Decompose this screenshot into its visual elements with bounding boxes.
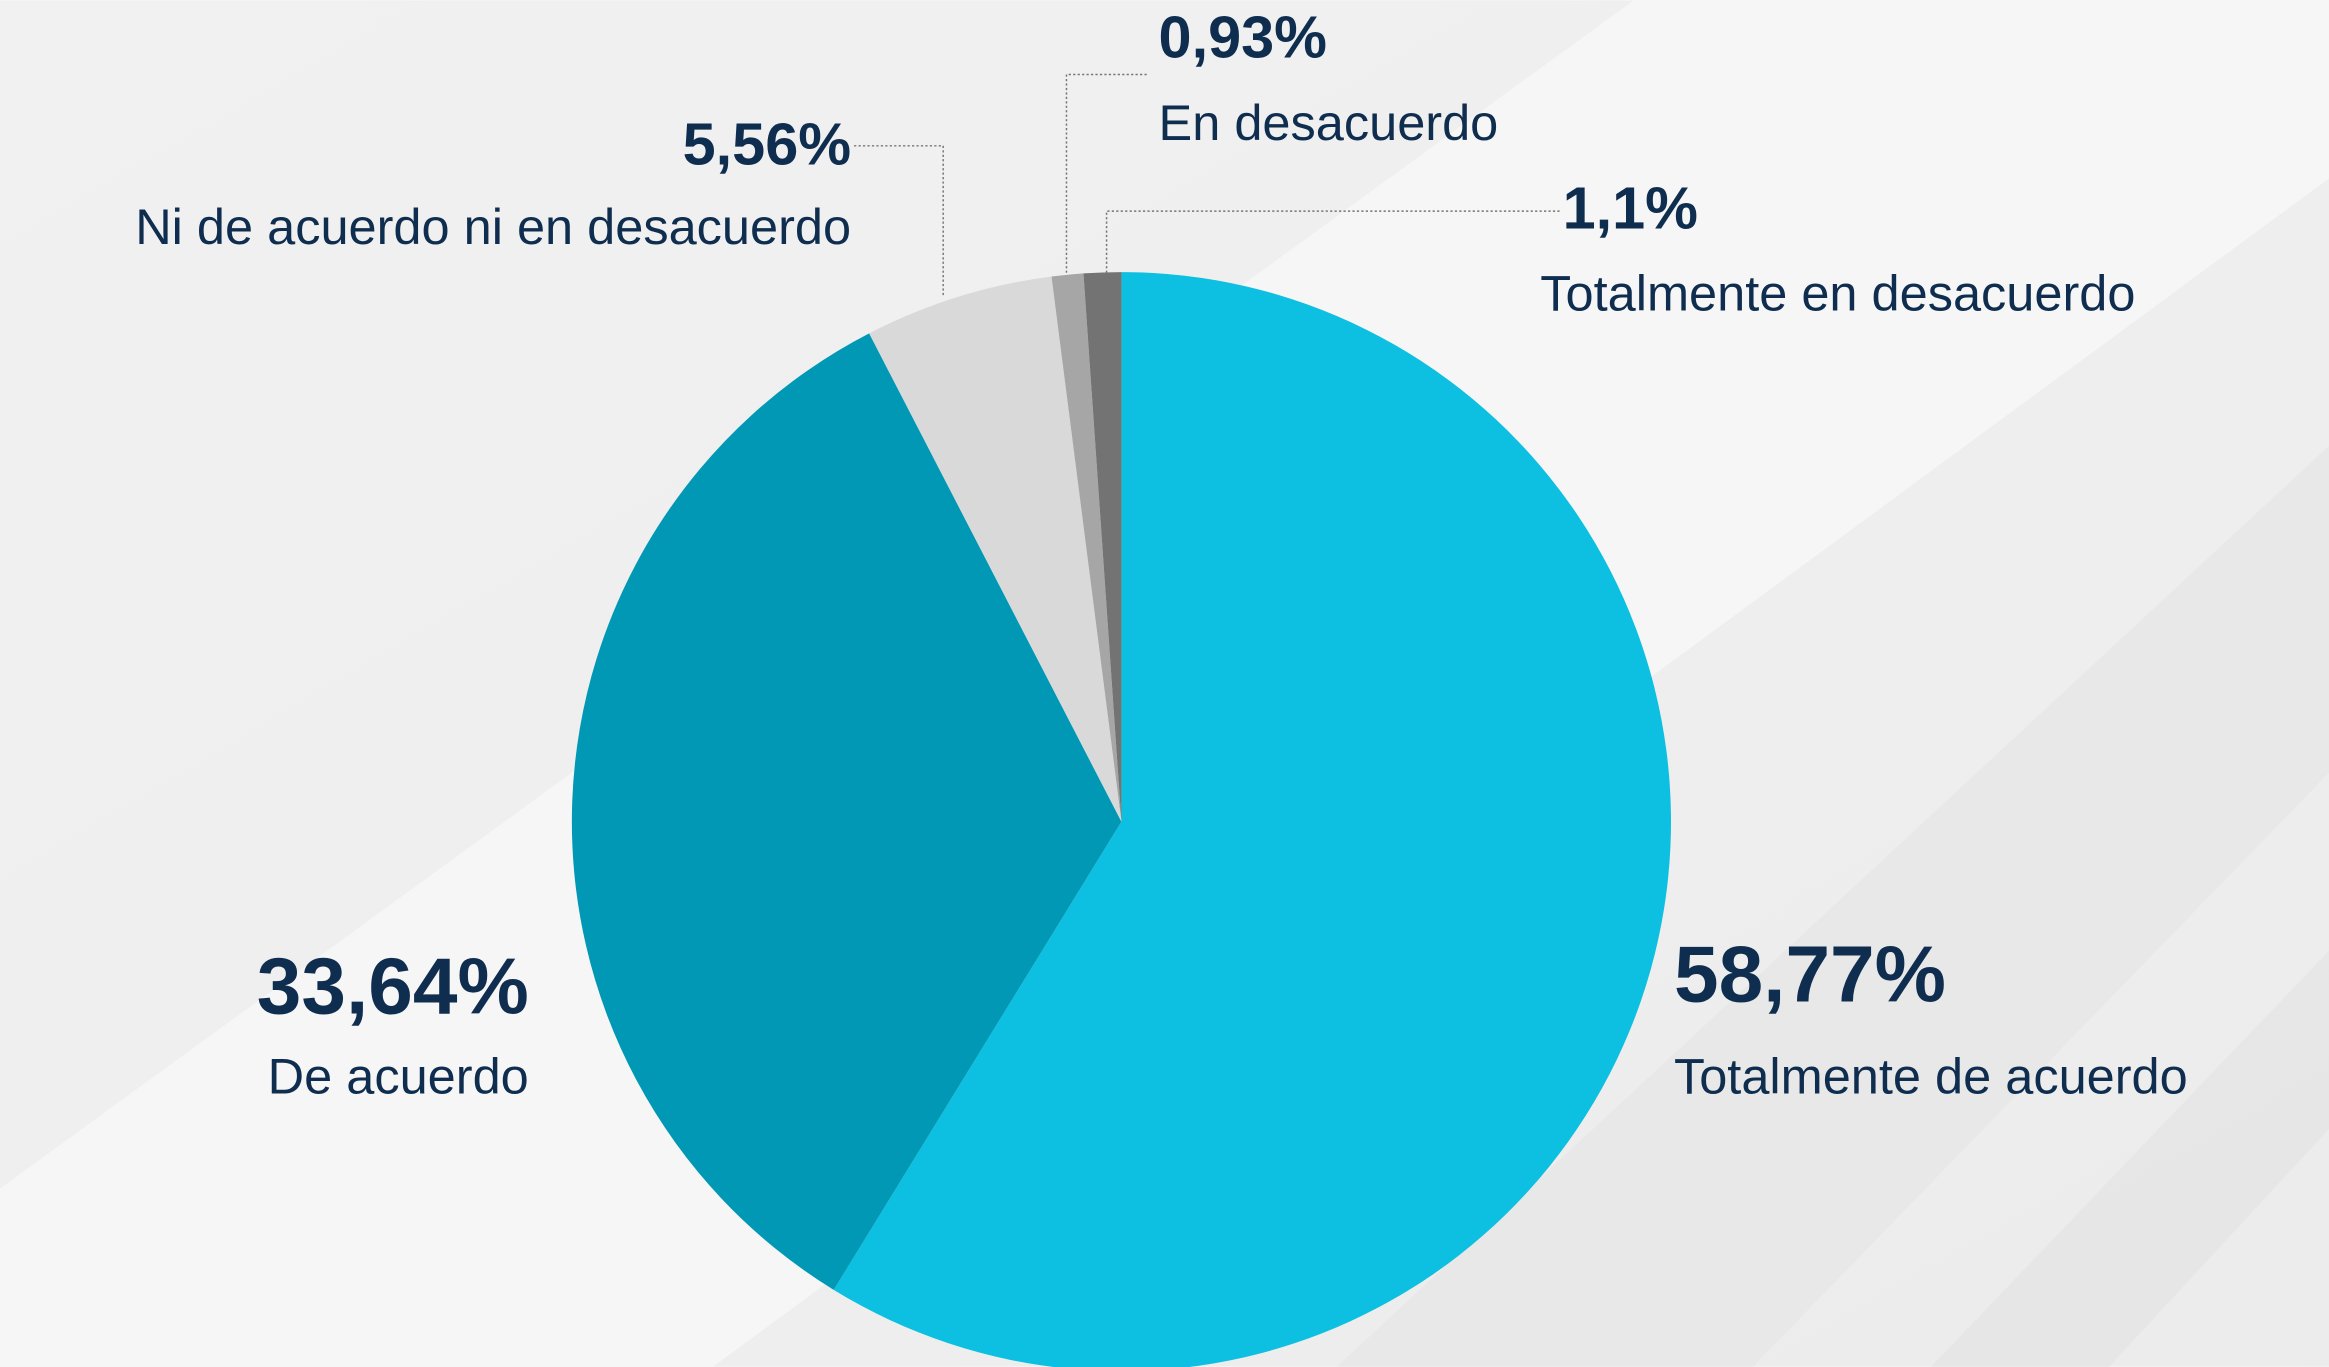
category-label: En desacuerdo bbox=[1159, 94, 1499, 151]
value-label: 1,1% bbox=[1563, 174, 1698, 241]
pie-slice bbox=[869, 276, 1122, 822]
background-stripe bbox=[1336, 445, 2329, 1367]
pie-slice bbox=[833, 272, 1671, 1367]
background-stripe bbox=[1930, 950, 2329, 1367]
leader-line bbox=[1065, 73, 1147, 283]
category-label: Ni de acuerdo ni en desacuerdo bbox=[135, 198, 851, 255]
value-label: 5,56% bbox=[683, 110, 851, 177]
pie-slice bbox=[571, 333, 1122, 1290]
value-label: 33,64% bbox=[257, 941, 529, 1031]
pie-slice bbox=[1051, 273, 1122, 822]
pie bbox=[571, 272, 1671, 1367]
value-label: 58,77% bbox=[1674, 929, 1946, 1019]
category-label: De acuerdo bbox=[268, 1047, 529, 1104]
category-label: Totalmente de acuerdo bbox=[1674, 1047, 2188, 1104]
pie-slice bbox=[1083, 272, 1122, 822]
value-label: 0,93% bbox=[1159, 4, 1327, 71]
leader-line bbox=[854, 145, 944, 298]
category-label: Totalmente en desacuerdo bbox=[1540, 265, 2135, 322]
